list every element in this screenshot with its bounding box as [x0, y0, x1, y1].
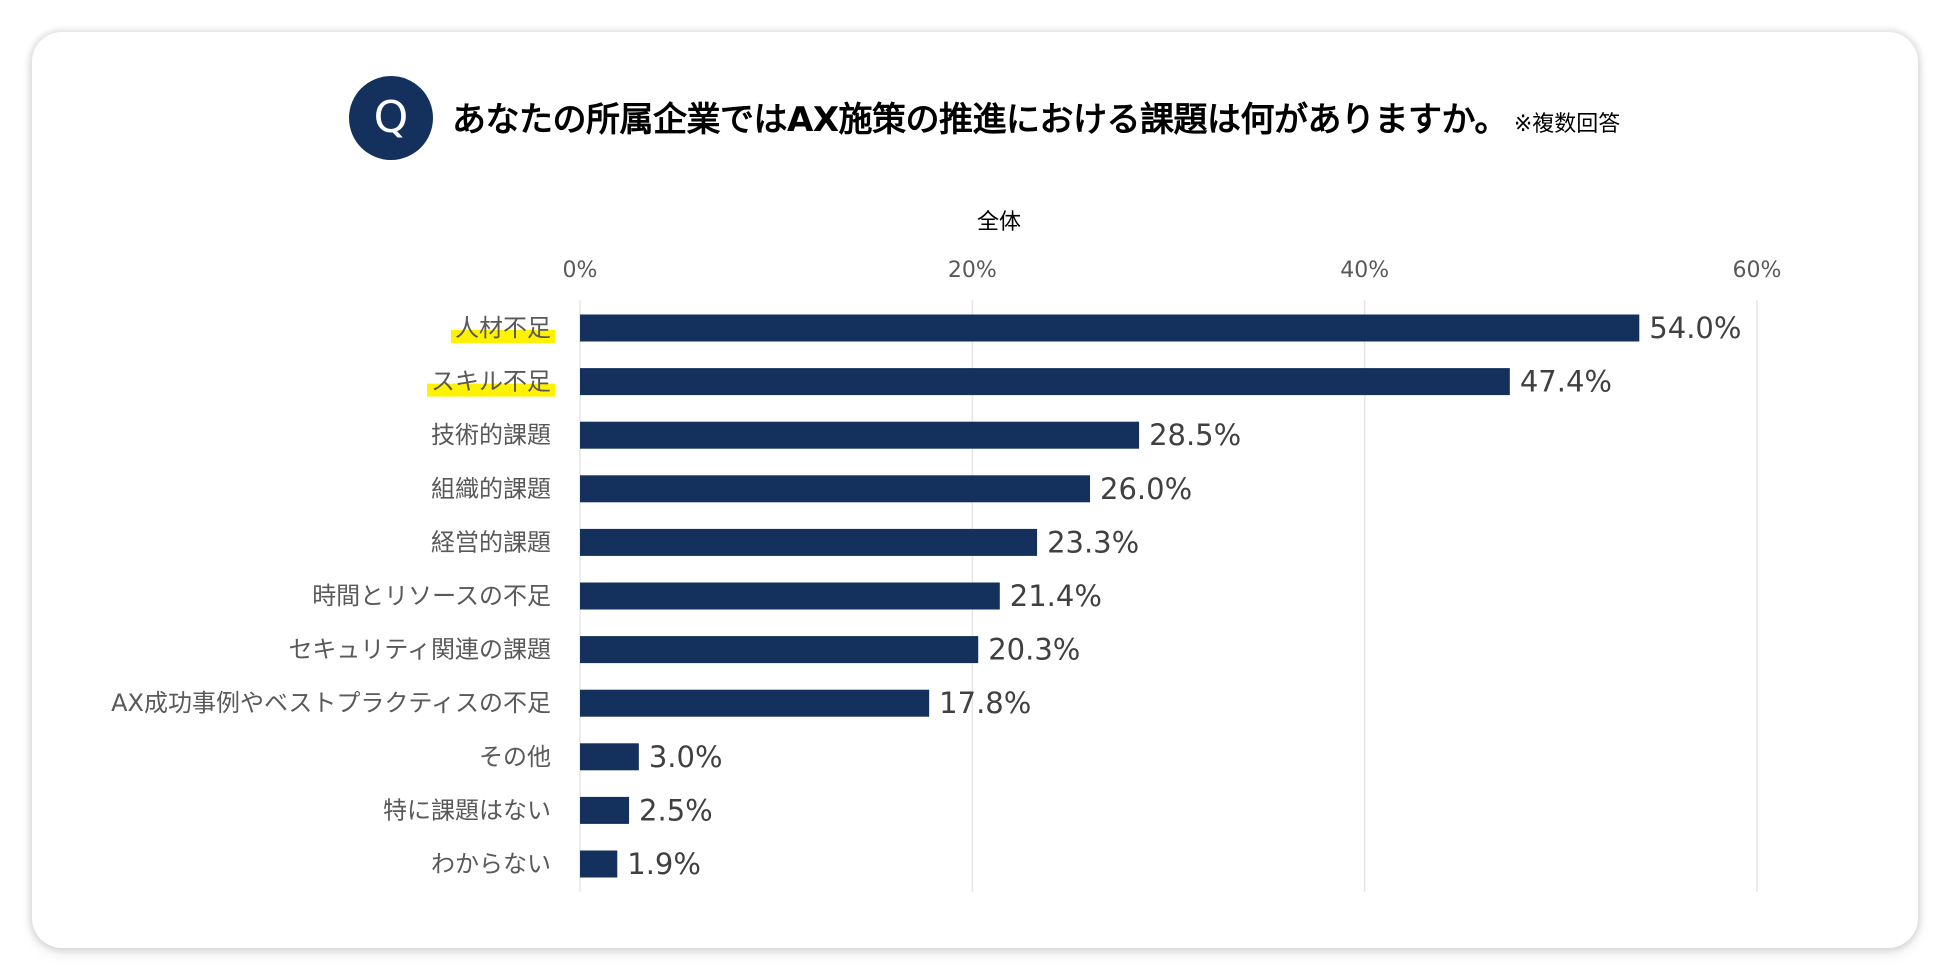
- x-tick-label: 20%: [948, 258, 997, 283]
- value-labels: 54.0% 47.4% 28.5% 26.0% 23.3% 21.4% 20.3% 17.8%…: [627, 311, 1741, 881]
- question-title: あなたの所属企業ではAX施策の推進における課題は何がありますか。: [452, 100, 1508, 140]
- category-label: その他: [479, 743, 551, 771]
- category-label: AX成功事例やベストプラクティスの不足: [111, 689, 551, 717]
- category-label: 経営的課題: [431, 528, 551, 556]
- chart-subtitle: 全体: [977, 210, 1021, 235]
- x-axis-ticks: 0% 20% 40% 60%: [563, 258, 1782, 283]
- value-label: 54.0%: [1649, 311, 1741, 345]
- bar: [580, 743, 639, 771]
- bar: [580, 314, 1640, 342]
- bar: [580, 421, 1140, 449]
- category-label: 組織的課題: [431, 475, 551, 503]
- highlight-marker: [427, 383, 555, 397]
- value-label: 17.8%: [939, 686, 1031, 720]
- bar: [580, 689, 930, 717]
- category-label: わからない: [431, 850, 551, 878]
- bar: [580, 475, 1091, 503]
- value-label: 47.4%: [1520, 365, 1612, 399]
- bars: [580, 314, 1640, 878]
- x-tick-label: 60%: [1733, 258, 1782, 283]
- bar: [580, 796, 630, 824]
- value-label: 20.3%: [988, 633, 1080, 667]
- value-label: 1.9%: [627, 847, 701, 881]
- category-label: 技術的課題: [431, 421, 551, 449]
- category-labels: 人材不足スキル不足技術的課題組織的課題経営的課題時間とリソースの不足セキュリティ…: [111, 314, 551, 878]
- value-label: 3.0%: [649, 740, 723, 774]
- value-label: 21.4%: [1010, 579, 1102, 613]
- category-label: 時間とリソースの不足: [312, 582, 551, 610]
- category-label: 特に課題はない: [383, 796, 551, 824]
- bar: [580, 528, 1038, 556]
- category-label: スキル不足: [431, 368, 551, 396]
- question-title-row: あなたの所属企業ではAX施策の推進における課題は何がありますか。 ※複数回答: [452, 92, 1620, 141]
- value-label: 28.5%: [1149, 418, 1241, 452]
- highlights: [427, 330, 555, 397]
- multiple-answer-note: ※複数回答: [1513, 112, 1621, 137]
- question-badge: Q: [349, 76, 433, 160]
- value-label: 23.3%: [1047, 525, 1139, 559]
- highlight-marker: [451, 330, 555, 343]
- category-label: セキュリティ関連の課題: [288, 636, 551, 664]
- value-label: 26.0%: [1100, 472, 1192, 506]
- bar: [580, 850, 618, 878]
- x-tick-label: 40%: [1340, 258, 1389, 283]
- category-label: 人材不足: [455, 314, 551, 342]
- value-label: 2.5%: [639, 793, 713, 827]
- bar: [580, 636, 979, 664]
- bar: [580, 582, 1000, 610]
- bar: [580, 368, 1510, 396]
- x-tick-label: 0%: [563, 258, 598, 283]
